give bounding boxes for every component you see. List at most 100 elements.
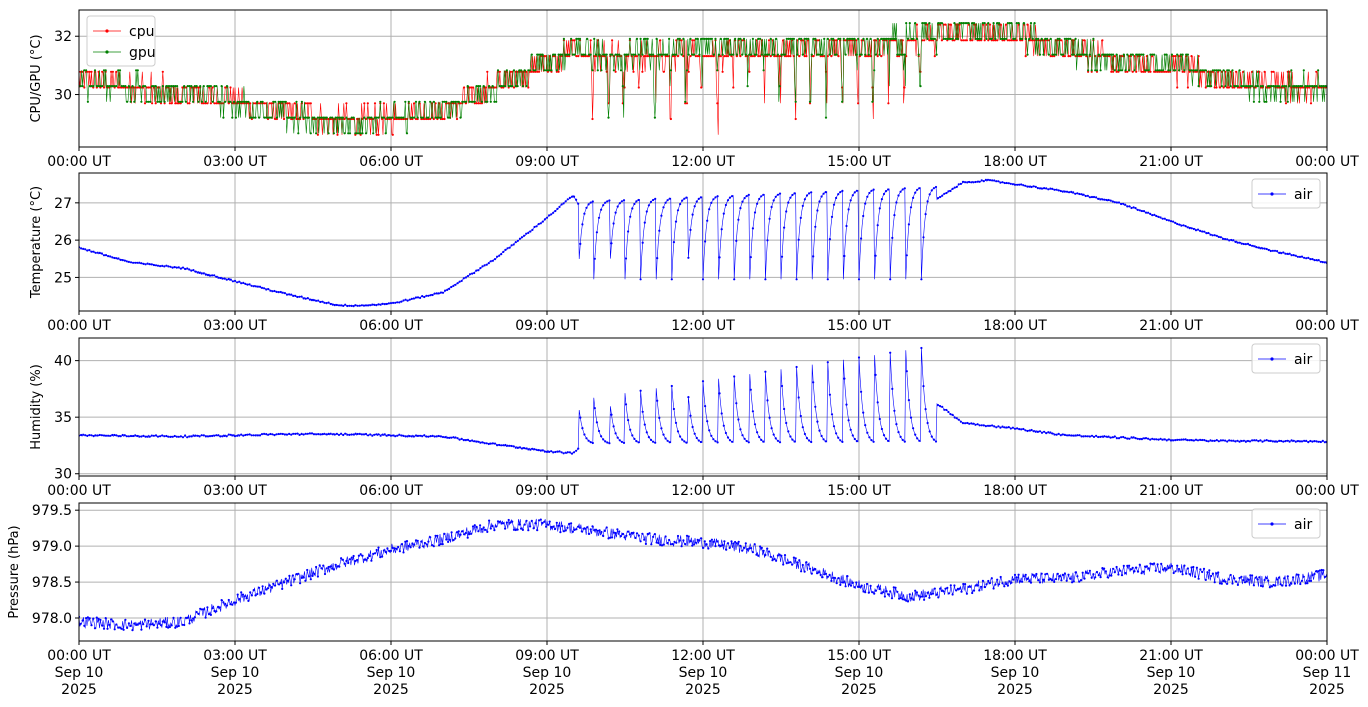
data-point (512, 86, 516, 89)
data-point (826, 361, 829, 364)
data-point (229, 100, 232, 103)
data-point (680, 39, 683, 42)
data-point (238, 100, 241, 103)
data-point (771, 53, 774, 56)
data-point (224, 86, 227, 89)
data-point (557, 70, 560, 73)
data-point (550, 69, 553, 72)
data-point (241, 593, 245, 596)
y-tick-label: 978.5 (32, 575, 72, 591)
data-point (550, 213, 553, 216)
data-point (616, 205, 619, 208)
data-point (379, 434, 382, 437)
data-point (955, 589, 958, 592)
data-point (398, 301, 401, 304)
data-point (92, 85, 95, 88)
data-point (1233, 577, 1236, 580)
data-point (163, 265, 166, 268)
data-point (479, 102, 482, 105)
data-point (286, 116, 289, 119)
data-point (115, 70, 118, 73)
data-point (1113, 571, 1116, 574)
data-point (1024, 573, 1027, 576)
data-point (1254, 85, 1257, 88)
data-point (1269, 249, 1272, 253)
data-point (1222, 579, 1225, 583)
data-point (1040, 431, 1044, 434)
data-point (971, 591, 974, 595)
data-point (188, 102, 191, 105)
data-point (908, 593, 911, 596)
data-point (532, 69, 535, 72)
data-point (441, 435, 445, 439)
data-point (955, 37, 958, 41)
data-point (197, 100, 200, 103)
data-point (884, 190, 888, 193)
data-point (145, 100, 148, 103)
data-point (1311, 85, 1314, 88)
data-point (798, 37, 801, 41)
data-point (953, 39, 956, 42)
data-point (899, 435, 902, 438)
data-point (753, 543, 756, 546)
data-point (518, 69, 521, 72)
data-point (90, 624, 93, 627)
data-point (240, 591, 243, 594)
data-point (630, 531, 633, 535)
data-point (1135, 566, 1138, 569)
data-point (999, 181, 1002, 184)
x-tick-label: 15:00 UT (827, 648, 891, 664)
data-point (520, 236, 524, 239)
data-point (680, 53, 683, 56)
data-point (109, 255, 112, 258)
data-point (413, 102, 416, 105)
data-point (240, 100, 243, 103)
data-point (377, 433, 380, 436)
x-tick-label: 18:00 UT (983, 154, 1047, 170)
data-point (780, 554, 783, 557)
data-point (633, 202, 636, 206)
data-point (1088, 569, 1091, 572)
data-point (799, 216, 802, 219)
data-point (947, 410, 950, 414)
data-point (714, 440, 717, 443)
data-point (714, 37, 717, 41)
data-point (755, 553, 758, 556)
data-point (964, 583, 967, 586)
data-point (170, 102, 173, 105)
data-point (577, 525, 580, 528)
data-point (286, 102, 289, 105)
data-point (470, 100, 473, 103)
data-point (1186, 86, 1189, 89)
data-point (138, 261, 141, 264)
data-point (154, 620, 157, 623)
data-point (381, 116, 384, 119)
data-point (117, 435, 120, 438)
data-point (250, 284, 253, 287)
data-point (252, 116, 255, 119)
data-point (456, 437, 459, 440)
data-point (454, 537, 457, 540)
data-point (1279, 100, 1282, 103)
data-point (1315, 259, 1318, 262)
data-point (316, 575, 319, 578)
data-point (290, 433, 293, 436)
data-point (571, 53, 575, 56)
data-point (327, 301, 330, 304)
data-point (883, 37, 887, 41)
data-point (992, 587, 995, 590)
data-point (1084, 435, 1087, 438)
data-point (479, 267, 482, 270)
data-point (965, 39, 969, 42)
data-point (914, 433, 917, 436)
data-point (443, 117, 446, 121)
data-point (982, 424, 985, 427)
data-point (437, 292, 440, 295)
data-point (364, 304, 368, 307)
data-point (523, 69, 526, 72)
data-point (947, 37, 951, 41)
data-point (748, 70, 751, 73)
data-point (479, 524, 482, 527)
data-point (1174, 439, 1177, 442)
